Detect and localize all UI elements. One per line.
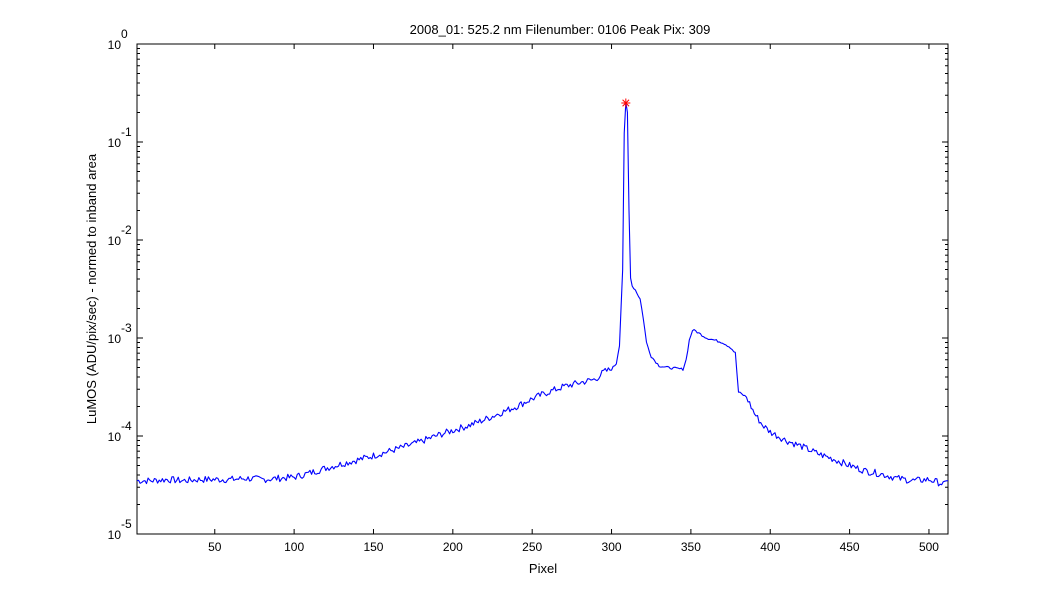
x-tick-label: 150 xyxy=(363,540,383,554)
x-axis-ticks: 50 100 150 200 250 300 350 400 450 500 xyxy=(208,44,939,554)
series-layer xyxy=(136,98,949,487)
y-tick-label-exponent: -4 xyxy=(121,419,132,433)
y-tick-label-base: 10 xyxy=(108,38,122,52)
y-tick-label-base: 10 xyxy=(108,136,122,150)
y-tick-label-exponent: 0 xyxy=(121,27,128,41)
y-tick-label-exponent: -2 xyxy=(121,223,132,237)
x-tick-label: 400 xyxy=(760,540,780,554)
y-tick-label-exponent: -1 xyxy=(121,125,132,139)
x-tick-label: 500 xyxy=(919,540,939,554)
peak-marker xyxy=(621,98,631,108)
chart-title: 2008_01: 525.2 nm Filenumber: 0106 Peak … xyxy=(410,22,711,37)
x-axis-label: Pixel xyxy=(529,561,557,576)
y-axis-label: LuMOS (ADU/pix/sec) - normed to inband a… xyxy=(84,153,99,424)
y-tick-label-base: 10 xyxy=(108,234,122,248)
peak-marker-stroke xyxy=(622,99,630,107)
plot-area xyxy=(136,43,949,535)
y-tick-label-exponent: -5 xyxy=(121,517,132,531)
y-tick-label-base: 10 xyxy=(108,430,122,444)
spectrum-line xyxy=(136,101,949,487)
y-tick-label-base: 10 xyxy=(108,528,122,542)
x-tick-label: 350 xyxy=(681,540,701,554)
x-tick-label: 200 xyxy=(443,540,463,554)
x-tick-label: 450 xyxy=(840,540,860,554)
x-tick-label: 250 xyxy=(522,540,542,554)
x-tick-label: 100 xyxy=(284,540,304,554)
x-tick-label: 300 xyxy=(602,540,622,554)
y-tick-label-exponent: -3 xyxy=(121,321,132,335)
y-tick-label-base: 10 xyxy=(108,332,122,346)
x-tick-label: 50 xyxy=(208,540,222,554)
